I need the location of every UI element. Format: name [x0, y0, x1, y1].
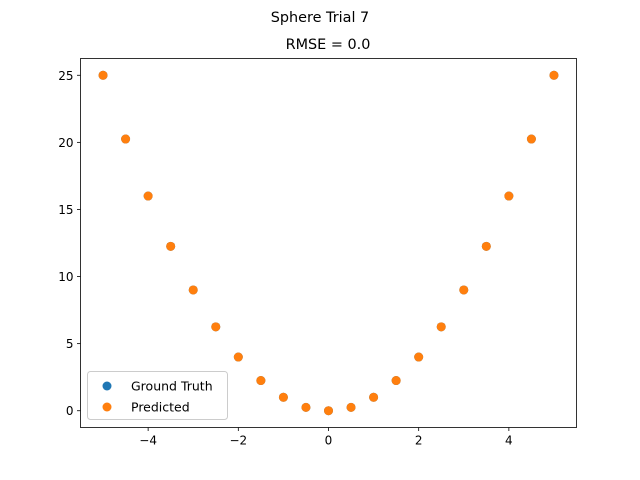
- data-point-predicted: [346, 402, 356, 412]
- legend-label-predicted: Predicted: [131, 400, 190, 415]
- data-point-predicted: [414, 352, 424, 362]
- y-tick-label: 5: [66, 337, 74, 351]
- data-point-predicted: [256, 376, 266, 386]
- data-point-predicted: [391, 376, 401, 386]
- data-point-predicted: [233, 352, 243, 362]
- data-point-predicted: [549, 70, 559, 80]
- figure-suptitle: Sphere Trial 7: [271, 10, 369, 26]
- legend-box: [87, 371, 228, 420]
- data-point-predicted: [504, 191, 514, 201]
- data-point-predicted: [301, 402, 311, 412]
- data-point-predicted: [143, 191, 153, 201]
- data-point-predicted: [98, 70, 108, 80]
- legend-marker-predicted: [102, 402, 112, 412]
- data-point-predicted: [278, 392, 288, 402]
- data-point-predicted: [188, 285, 198, 295]
- data-point-predicted: [481, 241, 491, 251]
- data-point-predicted: [526, 134, 536, 144]
- data-point-predicted: [121, 134, 131, 144]
- points-layer: [98, 70, 559, 416]
- y-tick-label: 0: [66, 404, 74, 418]
- y-tick-label: 10: [58, 270, 73, 284]
- data-point-predicted: [369, 392, 379, 402]
- y-tick-label: 20: [58, 136, 73, 150]
- data-point-predicted: [436, 322, 446, 332]
- legend: Ground Truth Predicted: [87, 371, 228, 420]
- chart-title: RMSE = 0.0: [286, 37, 371, 53]
- legend-marker-ground-truth: [102, 381, 112, 391]
- data-point-predicted: [166, 241, 176, 251]
- x-tick-label: −2: [229, 434, 247, 448]
- x-tick-label: 0: [325, 434, 333, 448]
- ticks-layer: −4 −2 0 2 4 0 5 10 15 20 25: [58, 69, 512, 448]
- legend-label-ground-truth: Ground Truth: [131, 379, 213, 394]
- data-point-predicted: [459, 285, 469, 295]
- data-point-predicted: [211, 322, 221, 332]
- x-tick-label: 2: [415, 434, 423, 448]
- y-tick-label: 15: [58, 203, 73, 217]
- x-tick-label: 4: [505, 434, 513, 448]
- data-point-predicted: [324, 406, 333, 416]
- axes-frame: [80, 58, 577, 428]
- y-tick-label: 25: [58, 69, 73, 83]
- x-tick-label: −4: [139, 434, 157, 448]
